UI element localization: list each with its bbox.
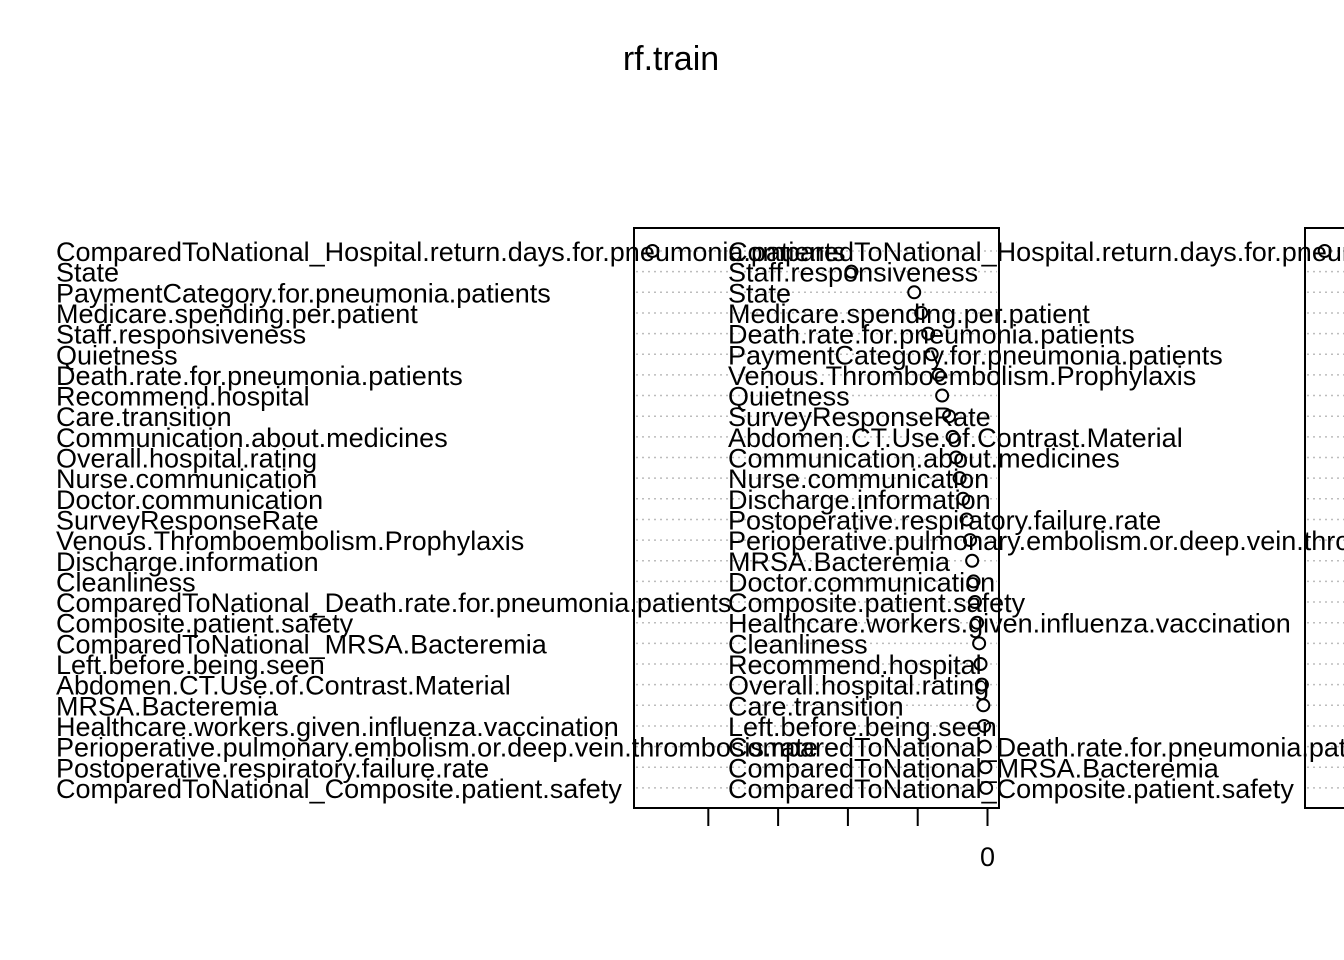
variable-label: Recommend.hospital xyxy=(56,382,310,412)
data-point xyxy=(921,326,936,341)
variable-label: Postoperative.respiratory.failure.rate xyxy=(728,505,1161,535)
data-point xyxy=(972,636,987,651)
data-point xyxy=(645,244,660,258)
data-point xyxy=(935,388,950,403)
panel-frame-2 xyxy=(1304,227,1344,809)
data-point xyxy=(979,780,994,795)
data-point xyxy=(1317,244,1332,258)
variable-label: Composite.patient.safety xyxy=(728,588,1026,618)
data-point xyxy=(907,285,922,300)
variable-label: ComparedToNational_MRSA.Bacteremia xyxy=(728,753,1220,783)
variable-label: PaymentCategory.for.pneumonia.patients xyxy=(56,278,551,308)
data-point xyxy=(966,574,981,589)
variable-label: Composite.patient.safety xyxy=(56,609,354,639)
variable-label: Medicare.spending.per.patient xyxy=(728,299,1090,329)
variable-label: Communication.about.medicines xyxy=(56,423,448,453)
variable-label: Overall.hospital.rating xyxy=(728,671,989,701)
variable-label: Venous.Thromboembolism.Prophylaxis xyxy=(56,526,524,556)
variable-label: ComparedToNational_Death.rate.for.pneumo… xyxy=(56,588,731,618)
variable-label: Care.transition xyxy=(728,691,904,721)
variable-label: Nurse.communication xyxy=(728,464,989,494)
variable-label: Medicare.spending.per.patient xyxy=(56,299,418,329)
variable-label: Death.rate.for.pneumonia.patients xyxy=(728,320,1135,350)
data-point xyxy=(949,450,964,465)
panel-frame-1 xyxy=(633,227,1000,809)
variable-label: Postoperative.respiratory.failure.rate xyxy=(56,753,489,783)
variable-label: State xyxy=(728,278,791,308)
variable-label: Cleanliness xyxy=(56,567,196,597)
variable-label: Quietness xyxy=(56,340,178,370)
variable-label: Doctor.communication xyxy=(728,567,995,597)
data-point xyxy=(973,657,988,671)
data-point xyxy=(844,264,859,279)
data-point xyxy=(945,429,960,444)
data-point xyxy=(963,533,978,548)
variable-label: Abdomen.CT.Use.of.Contrast.Material xyxy=(728,423,1183,453)
data-point xyxy=(970,615,985,630)
variable-label: Perioperative.pulmonary.embolism.or.deep… xyxy=(728,526,1344,556)
variable-label: Quietness xyxy=(728,382,850,412)
variable-label: Discharge.information xyxy=(56,547,319,577)
variable-label: Nurse.communication xyxy=(56,464,317,494)
variable-label: Doctor.communication xyxy=(56,485,323,515)
variable-label: Left.before.being.seen xyxy=(728,712,997,742)
data-point xyxy=(965,553,980,568)
data-point xyxy=(959,512,974,527)
data-point xyxy=(956,491,971,506)
data-point xyxy=(977,718,992,733)
variable-label: State xyxy=(56,258,119,288)
variable-label: ComparedToNational_Composite.patient.saf… xyxy=(728,774,1294,804)
variable-label: Cleanliness xyxy=(728,629,868,659)
variable-label: PaymentCategory.for.pneumonia.patients xyxy=(728,340,1223,370)
data-point xyxy=(952,471,967,486)
data-point xyxy=(924,347,939,362)
variable-label: Venous.Thromboembolism.Prophylaxis xyxy=(728,361,1196,391)
variable-label: Left.before.being.seen xyxy=(56,650,325,680)
variable-label: Discharge.information xyxy=(728,485,991,515)
variable-label: Healthcare.workers.given.influenza.vacci… xyxy=(728,609,1291,639)
variable-label: ComparedToNational_Composite.patient.saf… xyxy=(56,774,622,804)
variable-label: SurveyResponseRate xyxy=(728,402,991,432)
chart-title: rf.train xyxy=(623,40,719,78)
panels-group: 0 ComparedToNational_Hospital.return.days… xyxy=(56,227,1344,872)
variable-label: Abdomen.CT.Use.of.Contrast.Material xyxy=(56,671,511,701)
variable-label: Healthcare.workers.given.influenza.vacci… xyxy=(56,712,619,742)
data-point xyxy=(942,409,957,424)
variable-label: Overall.hospital.rating xyxy=(56,444,317,474)
variable-label: Communication.about.medicines xyxy=(728,444,1120,474)
variable-label: Staff.responsiveness xyxy=(56,320,306,350)
variable-label: Care.transition xyxy=(56,402,232,432)
variable-label: ComparedToNational_Death.rate.for.pneumo… xyxy=(728,733,1344,763)
variable-label: MRSA.Bacteremia xyxy=(56,691,279,721)
variable-label: Recommend.hospital xyxy=(728,650,982,680)
variable-label: Death.rate.for.pneumonia.patients xyxy=(56,361,463,391)
variable-label: ComparedToNational_MRSA.Bacteremia xyxy=(56,629,548,659)
data-point xyxy=(931,367,946,382)
variable-label: ComparedToNational_Hospital.return.days.… xyxy=(56,237,845,267)
data-point xyxy=(967,595,982,610)
variable-label: SurveyResponseRate xyxy=(56,505,319,535)
data-point xyxy=(976,698,991,713)
data-point xyxy=(974,677,989,692)
data-point xyxy=(978,760,993,775)
variable-label: MRSA.Bacteremia xyxy=(728,547,951,577)
data-point xyxy=(977,739,992,754)
variable-label: Perioperative.pulmonary.embolism.or.deep… xyxy=(56,733,818,763)
variable-label: ComparedToNational_Hospital.return.days.… xyxy=(728,237,1344,267)
data-point xyxy=(914,305,929,320)
x-tick-label: 0 xyxy=(980,842,995,872)
variable-label: Staff.responsiveness xyxy=(728,258,978,288)
